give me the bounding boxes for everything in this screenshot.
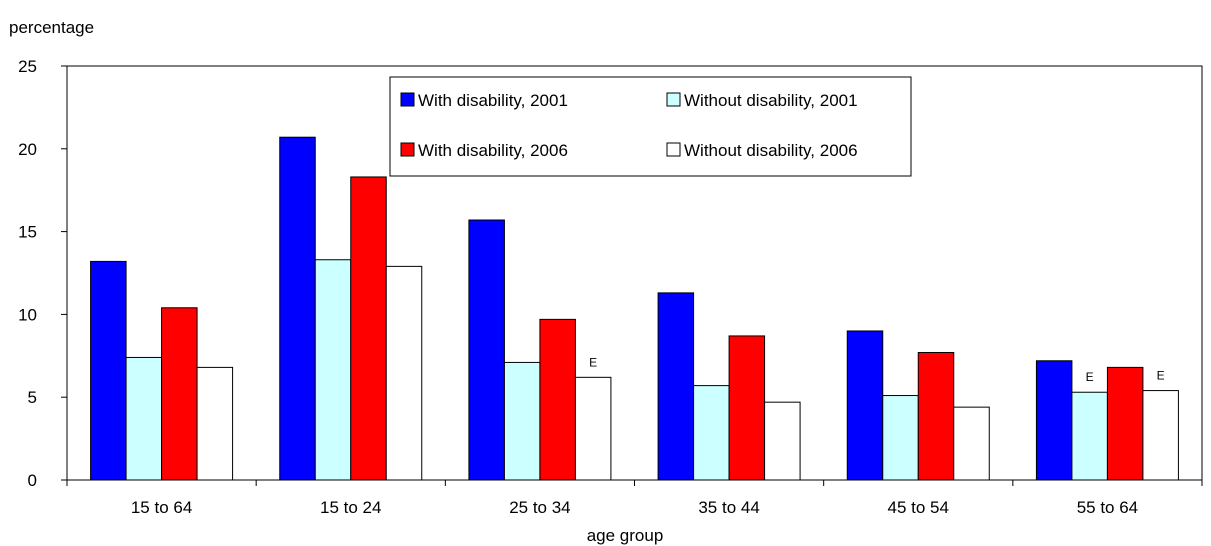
- bar: [314, 259, 352, 481]
- legend: With disability, 2001 Without disability,…: [389, 76, 912, 177]
- quality-flag: E: [1157, 369, 1165, 383]
- bar: [468, 219, 505, 481]
- bar: [657, 292, 695, 481]
- bar: [882, 395, 919, 481]
- x-tick-label: 15 to 64: [131, 498, 192, 517]
- x-tick-label: 55 to 64: [1077, 498, 1138, 517]
- x-tick-label: 45 to 54: [888, 498, 949, 517]
- y-tick-label: 20: [18, 140, 37, 159]
- x-tick-label: 25 to 34: [509, 498, 570, 517]
- bar: [125, 356, 163, 481]
- y-tick-label: 5: [28, 388, 37, 407]
- y-tick-label: 0: [28, 471, 37, 490]
- bar: [953, 406, 990, 481]
- y-tick-label: 25: [18, 57, 37, 76]
- y-axis-title: percentage: [9, 18, 94, 37]
- quality-flag: E: [1086, 370, 1094, 384]
- bar: [574, 376, 612, 481]
- bar: [539, 318, 576, 481]
- bar: [196, 366, 234, 481]
- legend-swatch: [400, 92, 415, 107]
- x-axis-title: age group: [587, 526, 664, 545]
- legend-label: Without disability, 2006: [684, 141, 858, 160]
- y-tick-label: 10: [18, 305, 37, 324]
- x-tick-label: 15 to 24: [320, 498, 381, 517]
- bar: [385, 265, 423, 481]
- bar: [1142, 390, 1179, 481]
- legend-label: With disability, 2006: [418, 141, 568, 160]
- legend-label: Without disability, 2001: [684, 91, 858, 110]
- bar: [279, 136, 316, 481]
- bar: [728, 335, 766, 481]
- legend-box: [389, 76, 912, 177]
- legend-swatch: [666, 92, 681, 107]
- quality-flag: E: [589, 355, 597, 369]
- bar: [90, 260, 127, 481]
- bar: [764, 401, 801, 481]
- bar: [1071, 391, 1108, 481]
- bar: [917, 351, 955, 481]
- legend-label: With disability, 2001: [418, 91, 568, 110]
- x-tick-label: 35 to 44: [698, 498, 759, 517]
- legend-swatch: [666, 142, 681, 157]
- bar: [1106, 366, 1144, 481]
- y-tick-label: 15: [18, 223, 37, 242]
- legend-swatch: [400, 142, 415, 157]
- bar: [693, 385, 730, 481]
- bar: [846, 330, 884, 481]
- bar: [350, 176, 387, 481]
- bar: [1035, 360, 1073, 481]
- bar: [503, 361, 541, 481]
- bar: [161, 307, 198, 481]
